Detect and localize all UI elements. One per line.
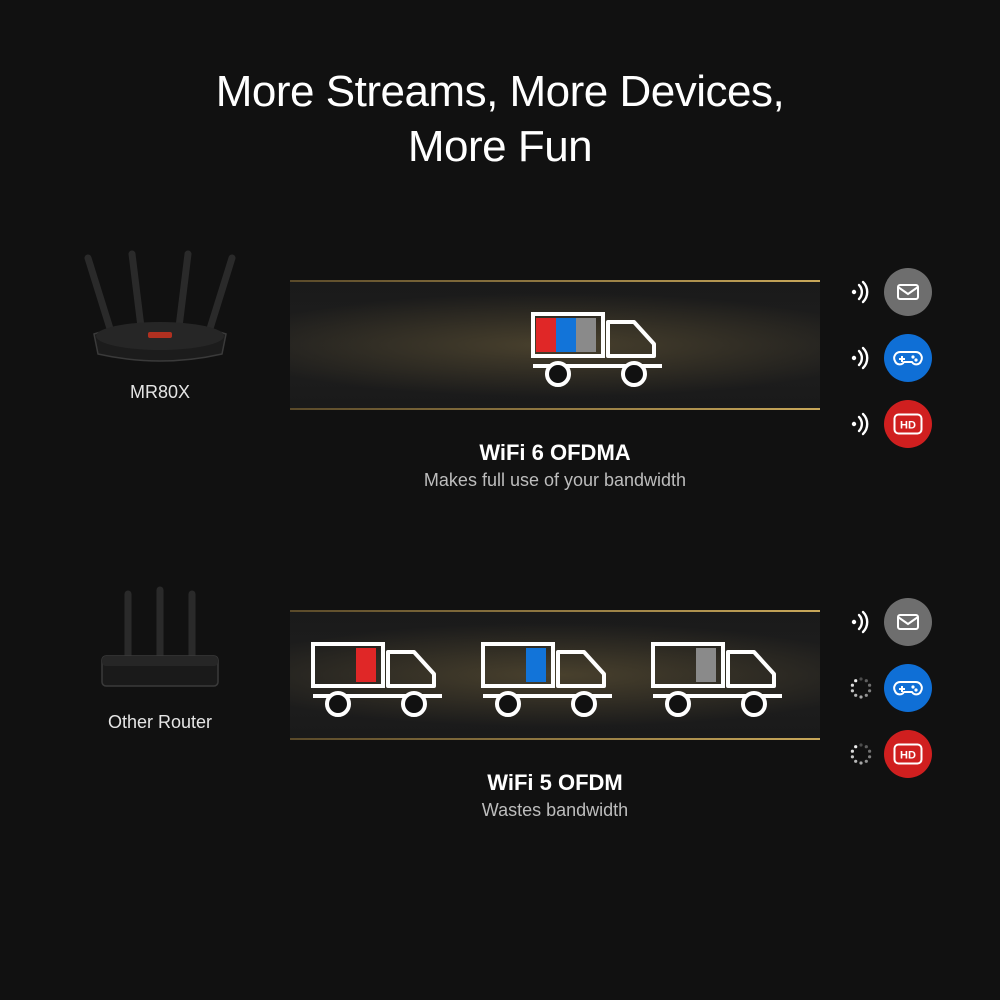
svg-text:HD: HD [900, 750, 916, 762]
truck-wifi5-1 [310, 638, 450, 720]
router-mr80x-icon [70, 250, 250, 370]
loading-spinner-icon [848, 675, 874, 701]
svg-text:HD: HD [900, 420, 916, 432]
headline-line1: More Streams, More Devices, [0, 64, 1000, 119]
headline-line2: More Fun [0, 119, 1000, 174]
truck-wifi5-3 [650, 638, 790, 720]
device-row [848, 268, 932, 316]
truck-wifi6-1 [530, 308, 670, 390]
device-row [848, 664, 932, 712]
device-row [848, 334, 932, 382]
truck-wifi5-2 [480, 638, 620, 720]
device-row: HD [848, 730, 932, 778]
device-row: HD [848, 400, 932, 448]
caption-sub-wifi6: Makes full use of your bandwidth [290, 470, 820, 491]
hd-badge-icon: HD [884, 400, 932, 448]
router-label-other: Other Router [60, 712, 260, 733]
mail-badge-icon [884, 268, 932, 316]
wifi-signal-icon [848, 411, 874, 437]
device-row [848, 598, 932, 646]
device-col-wifi6: HD [848, 268, 932, 448]
gamepad-badge-icon [884, 334, 932, 382]
mail-badge-icon [884, 598, 932, 646]
wifi-signal-icon [848, 279, 874, 305]
caption-title-wifi6: WiFi 6 OFDMA [290, 440, 820, 466]
router-col-other: Other Router [60, 580, 260, 733]
wifi-signal-icon [848, 345, 874, 371]
router-label-mr80x: MR80X [60, 382, 260, 403]
wifi-signal-icon [848, 609, 874, 635]
caption-wifi5: WiFi 5 OFDM Wastes bandwidth [290, 770, 820, 821]
headline: More Streams, More Devices, More Fun [0, 0, 1000, 174]
router-col-mr80x: MR80X [60, 250, 260, 403]
caption-sub-wifi5: Wastes bandwidth [290, 800, 820, 821]
hd-badge-icon: HD [884, 730, 932, 778]
caption-title-wifi5: WiFi 5 OFDM [290, 770, 820, 796]
router-generic-icon [70, 580, 250, 700]
lane-wifi6 [290, 280, 820, 410]
device-col-wifi5: HD [848, 598, 932, 778]
lane-wifi5 [290, 610, 820, 740]
loading-spinner-icon [848, 741, 874, 767]
caption-wifi6: WiFi 6 OFDMA Makes full use of your band… [290, 440, 820, 491]
gamepad-badge-icon [884, 664, 932, 712]
